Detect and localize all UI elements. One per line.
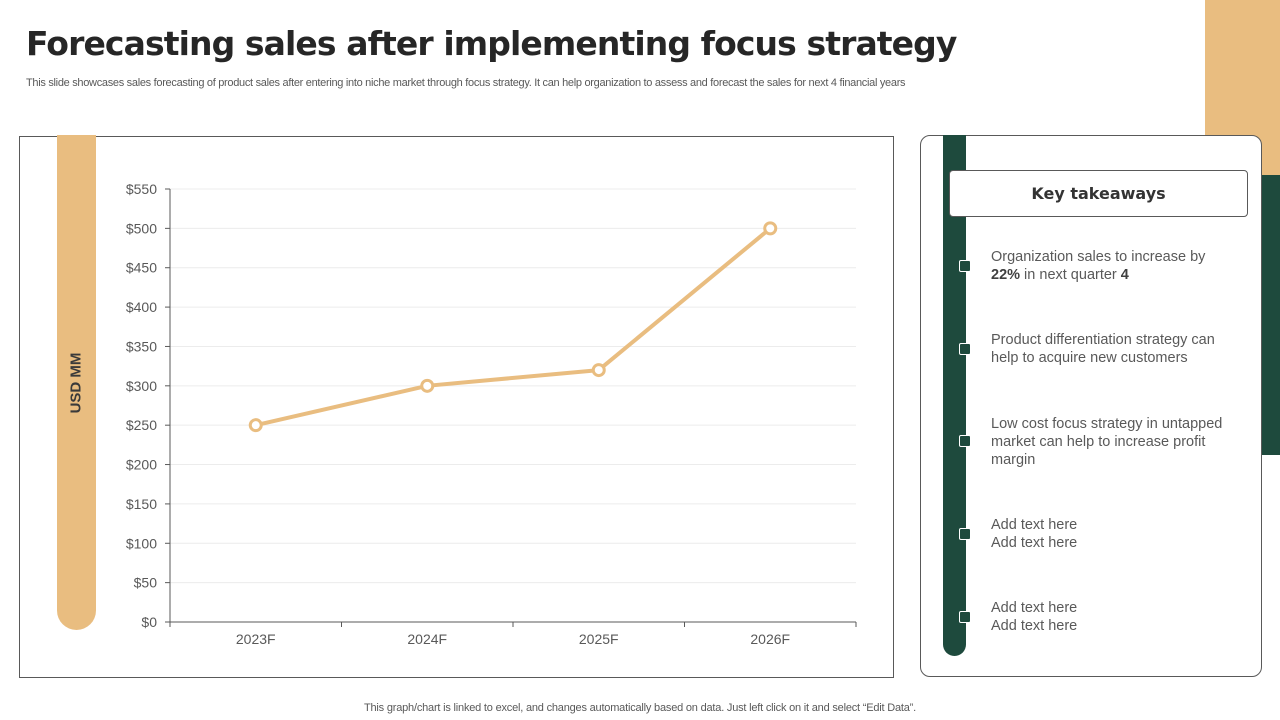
takeaway-item-1: Organization sales to increase by 22% in… [991, 248, 1236, 284]
y-tick-label: $250 [126, 417, 157, 433]
data-point-marker[interactable] [591, 363, 606, 378]
data-point-marker[interactable] [763, 221, 778, 236]
takeaway-item-3: Low cost focus strategy in untapped mark… [991, 416, 1223, 468]
takeaway-item-5-line-1: Add text here [991, 600, 1078, 616]
chart-panel[interactable] [19, 136, 894, 678]
y-tick-label: $300 [126, 378, 157, 394]
bullet-icon [959, 260, 971, 272]
x-tick-label: 2024F [407, 631, 447, 647]
y-tick-label: $400 [126, 299, 157, 315]
takeaway-item-1-percent: 22% [991, 267, 1021, 283]
page-title: Forecasting sales after implementing foc… [26, 24, 957, 63]
takeaway-item-2: Product differentiation strategy can hel… [991, 332, 1215, 366]
takeaway-item-4-line-1: Add text here [991, 517, 1078, 533]
takeaway-item-4-line-2: Add text here [991, 535, 1078, 551]
x-tick-label: 2026F [750, 631, 790, 647]
takeaway-item-4: Add text here Add text here [991, 516, 1236, 552]
takeaway-item-5: Add text here Add text here [991, 599, 1236, 635]
y-axis-title-pill [57, 135, 96, 630]
takeaway-item-1-text: Organization sales to increase by [991, 249, 1206, 265]
y-tick-label: $0 [141, 614, 157, 630]
y-tick-label: $50 [134, 575, 158, 591]
y-tick-label: $150 [126, 496, 157, 512]
takeaway-item-1-quarter: 4 [1120, 267, 1129, 283]
takeaways-panel [920, 135, 1262, 677]
data-point-marker[interactable] [420, 378, 435, 393]
y-tick-label: $350 [126, 338, 157, 354]
y-tick-label: $550 [126, 181, 157, 197]
y-tick-label: $200 [126, 457, 157, 473]
y-tick-label: $100 [126, 535, 157, 551]
bullet-icon [959, 611, 971, 623]
x-tick-label: 2025F [579, 631, 619, 647]
decorative-green-block [1261, 175, 1280, 455]
x-tick-label: 2023F [236, 631, 276, 647]
takeaway-item-1-text-2: in next quarter [1020, 267, 1121, 283]
takeaway-item-5-line-2: Add text here [991, 618, 1078, 634]
y-tick-label: $500 [126, 220, 157, 236]
bullet-icon [959, 343, 971, 355]
takeaways-heading: Key takeaways [949, 170, 1248, 217]
sales-series-line [253, 226, 773, 428]
footer-note: This graph/chart is linked to excel, and… [364, 702, 916, 714]
y-tick-label: $450 [126, 260, 157, 276]
page-subtitle: This slide showcases sales forecasting o… [26, 77, 906, 89]
data-point-marker[interactable] [248, 418, 263, 433]
bullet-icon [959, 528, 971, 540]
bullet-icon [959, 435, 971, 447]
